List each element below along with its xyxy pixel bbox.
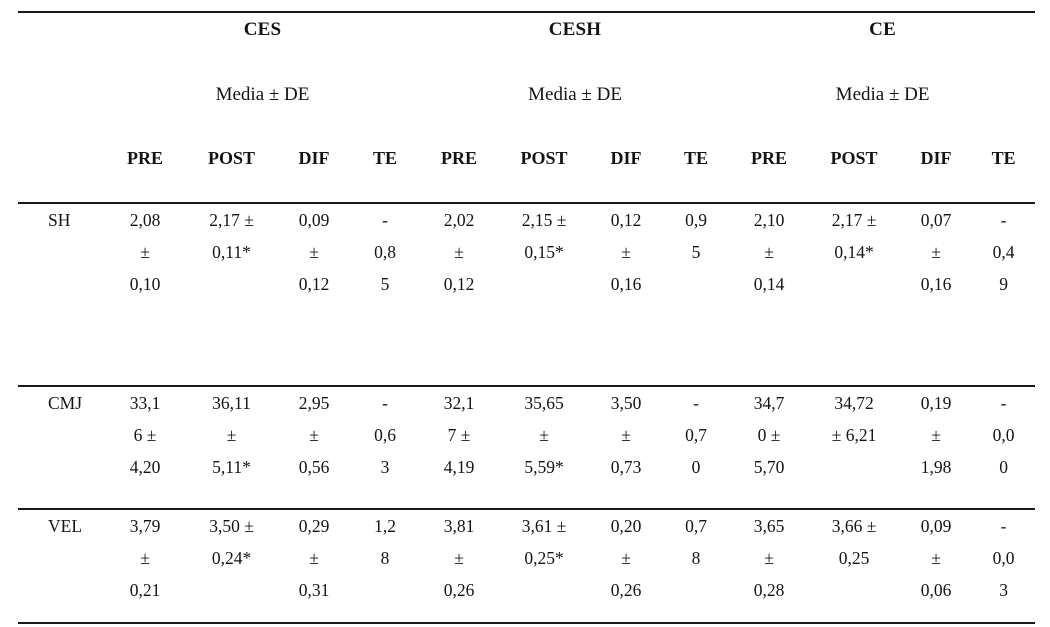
group-name-cesh: CESH [548,19,602,40]
table-body: SH 2,08 ± 0,10 2,17 ± 0,11* 0,09 ± 0,12 … [18,203,1036,623]
table-cell: 34,7 0 ± 5,70 [753,393,785,477]
subheader-ces: Media ± DE [215,84,310,105]
table-cell: 0,07 ± 0,16 [920,210,952,294]
results-table: CES CESH CE Media ± DE Media ± DE Media … [18,11,1036,624]
table-row-cmj: CMJ 33,1 6 ± 4,20 36,11 ± 5,11* 2,95 ± 0… [18,386,1036,509]
table-cell: - 0,4 9 [992,210,1015,294]
table-cell: 2,95 ± 0,56 [298,393,330,477]
table-cell: 0,09 ± 0,12 [298,210,330,294]
table-cell: 0,09 ± 0,06 [920,516,952,600]
group-header-row: CES CESH CE [18,12,1035,82]
col-header-post: POST [520,148,568,168]
table-row-sh: SH 2,08 ± 0,10 2,17 ± 0,11* 0,09 ± 0,12 … [18,203,1036,386]
col-header-pre: PRE [441,148,477,168]
subheader-row: Media ± DE Media ± DE Media ± DE [18,82,1035,144]
table-row-vel: VEL 3,79 ± 0,21 3,50 ± 0,24* 0,29 ± 0,31… [18,509,1036,623]
col-header-te: TE [372,148,397,168]
row-label-vel: VEL [48,516,83,536]
column-header-row: PRE POST DIF TE PRE POST DIF TE PRE POST… [18,144,1036,203]
subheader-cesh: Media ± DE [528,84,622,105]
table-cell: 2,08 ± 0,10 [129,210,161,294]
table-cell: 0,7 8 [685,516,707,568]
col-header-pre: PRE [127,148,163,168]
table-cell: 3,50 ± 0,73 [610,393,642,477]
table-cell: 35,65 ± 5,59* [524,393,564,477]
col-header-dif: DIF [920,148,952,168]
table-cell: - 0,0 3 [992,516,1015,600]
group-header-ces: CES [105,12,420,82]
table-cell: 33,1 6 ± 4,20 [129,393,161,477]
table-cell: 1,2 8 [374,516,396,568]
table-cell: - 0,0 0 [992,393,1015,477]
row-label-sh: SH [48,210,71,230]
header-spacer [18,82,105,144]
col-header-dif: DIF [610,148,642,168]
group-header-ce: CE [730,12,1035,82]
table-cell: 2,17 ± 0,14* [831,210,877,262]
table-cell: 32,1 7 ± 4,19 [443,393,475,477]
table-cell: 34,72 ± 6,21 [831,393,877,445]
table-cell: - 0,6 3 [374,393,396,477]
col-header-te: TE [991,148,1016,168]
subheader-ce: Media ± DE [835,84,930,105]
group-name-ce: CE [869,19,896,40]
table-cell: 2,15 ± 0,15* [521,210,567,262]
table-cell: 3,81 ± 0,26 [443,516,475,600]
table-cell: 0,9 5 [685,210,707,262]
table-cell: 3,79 ± 0,21 [129,516,161,600]
table-cell: 2,02 ± 0,12 [443,210,475,294]
table-cell: 3,66 ± 0,25 [831,516,877,568]
table-cell: 3,50 ± 0,24* [209,516,254,568]
col-header-post: POST [830,148,878,168]
col-header-pre: PRE [751,148,788,168]
col-header-te: TE [684,148,709,168]
group-name-ces: CES [243,19,282,40]
table-header: CES CESH CE Media ± DE Media ± DE Media … [18,12,1036,203]
table-cell: 36,11 ± 5,11* [212,393,251,477]
col-header-post: POST [207,148,255,168]
table-cell: 2,10 ± 0,14 [753,210,785,294]
header-spacer [18,12,105,82]
table-cell: 3,61 ± 0,25* [521,516,567,568]
group-header-cesh: CESH [420,12,730,82]
table-cell: 2,17 ± 0,11* [209,210,254,262]
row-label-cmj: CMJ [48,393,83,413]
col-header-dif: DIF [298,148,330,168]
table-cell: 0,12 ± 0,16 [610,210,642,294]
table-cell: 0,19 ± 1,98 [920,393,952,477]
table-cell: - 0,7 0 [685,393,707,477]
table-cell: 0,29 ± 0,31 [298,516,330,600]
table-cell: - 0,8 5 [374,210,396,294]
header-spacer [18,144,105,203]
table-cell: 0,20 ± 0,26 [610,516,642,600]
table-cell: 3,65 ± 0,28 [753,516,785,600]
